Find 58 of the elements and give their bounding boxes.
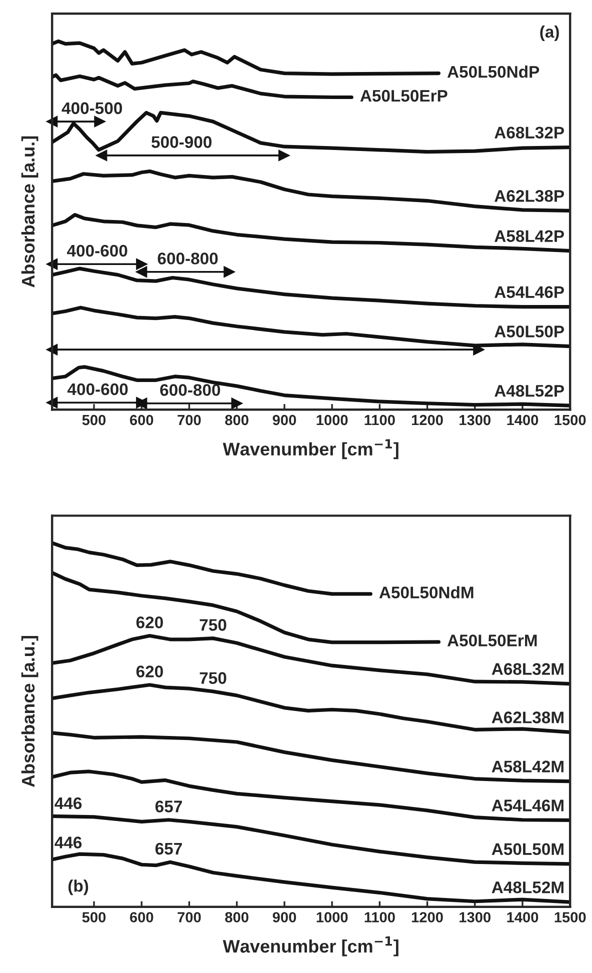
annotation: 657	[155, 842, 182, 855]
x-tick-label: 600	[130, 912, 154, 922]
annotation: 750	[200, 672, 226, 684]
annotation: (b)	[68, 880, 88, 896]
series-label: A68L32P	[494, 126, 564, 139]
x-tick-label: 500	[82, 414, 106, 426]
x-tick-label: 1100	[364, 912, 395, 922]
annotation: 500-900	[152, 136, 212, 148]
series-label: A58L42P	[494, 230, 564, 242]
x-tick-label: 1000	[316, 912, 348, 922]
x-tick-label: 1500	[554, 414, 586, 426]
series-label: A54L46M	[492, 800, 564, 812]
x-tick-label: 800	[225, 912, 248, 922]
annotation: 400-600	[67, 244, 128, 257]
x-tick-label: 800	[225, 414, 248, 426]
series-label: A58L42M	[492, 760, 564, 772]
x-tick-label: 1300	[460, 912, 490, 922]
series-label: A50L50P	[494, 326, 564, 338]
series-label: A54L46P	[494, 286, 564, 298]
annotation: 400-600	[67, 383, 128, 396]
annotation: 446	[54, 836, 82, 848]
x-tick-label: 1400	[507, 414, 538, 426]
series-label: A62L38M	[492, 712, 564, 724]
series-label: A50L50NdM	[379, 586, 474, 598]
x-tick-label: 1200	[412, 912, 443, 922]
y-axis-title: Absorbance [a.u.]	[21, 636, 38, 788]
x-tick-label: 1000	[316, 414, 348, 426]
y-axis-title: Absorbance [a.u.]	[21, 136, 38, 288]
annotation: 446	[54, 797, 82, 810]
x-tick-label: 700	[178, 912, 201, 922]
annotation: 620	[136, 666, 163, 678]
x-tick-label: 1400	[507, 912, 538, 922]
series-label: A50L50ErM	[447, 634, 537, 646]
x-axis-title: Wavenumber [cm$^{−1}$]	[222, 439, 398, 460]
x-tick-label: 600	[130, 414, 154, 426]
series-label: A50L50ErP	[360, 90, 448, 102]
x-tick-label: 900	[272, 414, 296, 426]
x-axis-title: Wavenumber [cm$^{−1}$]	[222, 936, 398, 956]
x-tick-label: 1200	[412, 414, 443, 426]
text: (a)	[540, 26, 559, 42]
series-label: A50L50NdP	[447, 66, 540, 78]
x-tick-label: 1300	[460, 414, 490, 426]
x-tick-label: 500	[82, 912, 106, 922]
x-tick-label: 700	[178, 414, 201, 426]
annotation: 750	[200, 619, 226, 631]
x-tick-label: 1100	[364, 414, 395, 426]
annotation: 600-800	[158, 252, 218, 264]
annotation: 620	[136, 616, 163, 628]
annotation: 400-500	[62, 102, 122, 114]
x-tick-label: 1500	[554, 912, 586, 922]
annotation: 657	[155, 800, 182, 812]
series-label: A48L52P	[494, 384, 564, 397]
series-label: A48L52M	[492, 881, 564, 894]
series-label: A68L32M	[492, 663, 564, 675]
annotation: 600-800	[160, 384, 220, 396]
x-tick-label: 900	[272, 912, 296, 922]
series-label: A62L38P	[494, 190, 564, 202]
series-label: A50L50M	[492, 843, 564, 856]
